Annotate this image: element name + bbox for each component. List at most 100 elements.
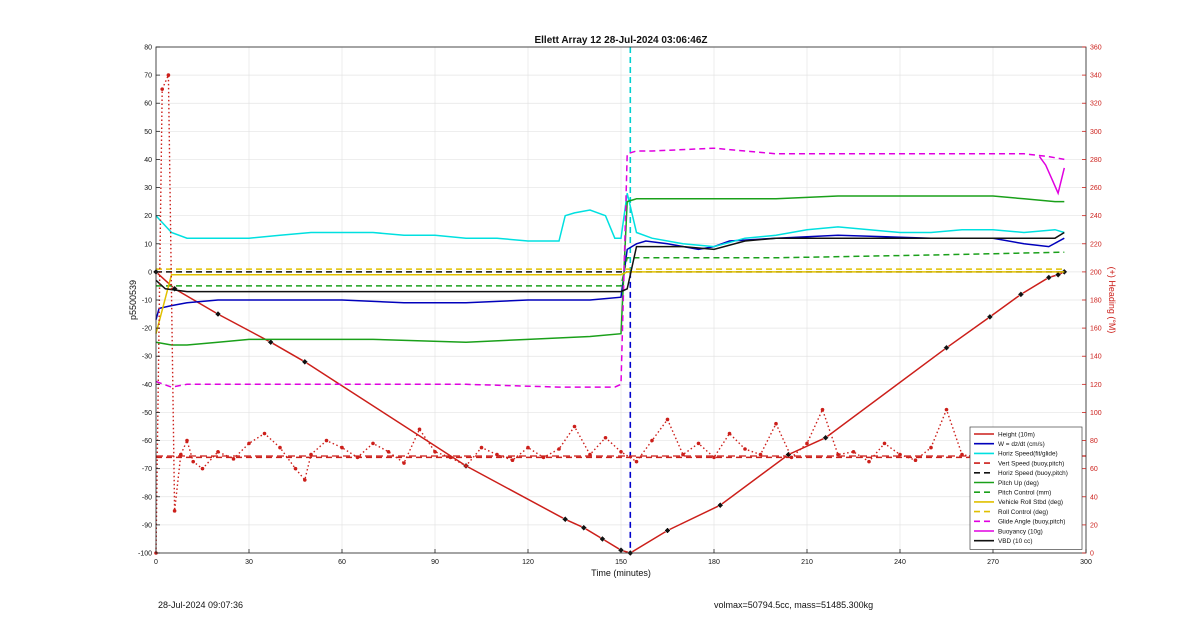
y-axis-label-left: p5500539 (128, 280, 138, 320)
y-tick-label-left: -90 (142, 522, 152, 529)
legend-label: Buoyancy (10g) (998, 528, 1043, 535)
x-tick-label: 120 (522, 559, 534, 566)
heading-trace (155, 74, 1065, 554)
y-tick-label-right: 80 (1090, 438, 1098, 445)
legend-label: Horiz Speed(fit/glide) (998, 451, 1058, 458)
x-tick-label: 90 (431, 559, 439, 566)
series-layer (152, 47, 1086, 557)
y-tick-label-right: 140 (1090, 354, 1102, 361)
series-line (155, 271, 1065, 334)
depth-marker (599, 535, 606, 543)
y-tick-label-left: -20 (142, 326, 152, 333)
y-tick-label-left: 70 (144, 73, 152, 80)
depth-marker (561, 515, 569, 523)
series-line (155, 231, 1065, 293)
y-tick-label-left: -80 (142, 494, 152, 501)
y-tick-label-right: 60 (1090, 466, 1098, 473)
legend-label: Roll Control (deg) (998, 509, 1048, 516)
y-tick-label-right: 200 (1090, 269, 1102, 276)
chart-legend: Height (10m) W = dz/dt (cm/s) Horiz Speed(… (969, 426, 1083, 550)
depth-marker (171, 285, 178, 293)
y-axis-label-right: (+) Heading (°M) (1107, 267, 1117, 334)
heading-point (619, 450, 623, 454)
y-tick-label-right: 340 (1090, 73, 1102, 80)
legend-label: Vehicle Roll Stbd (deg) (998, 499, 1063, 506)
depth-marker (664, 527, 671, 534)
series-2 (155, 193, 1065, 248)
y-tick-label-right: 100 (1090, 410, 1102, 417)
depth-marker (1017, 291, 1025, 298)
y-tick-label-right: 300 (1090, 129, 1102, 136)
footer-vol-info: volmax=50794.5cc, mass=51485.300kg (714, 600, 874, 610)
y-tick-label-left: 60 (144, 101, 152, 108)
heading-point (278, 445, 282, 450)
legend-label: Glide Angle (buoy,pitch) (998, 519, 1065, 526)
legend-box (969, 426, 1083, 550)
series-6 (156, 251, 1065, 287)
y-tick-label-left: 10 (144, 241, 152, 248)
legend-label: Pitch Control (mm) (998, 490, 1051, 497)
series-7 (155, 271, 1065, 334)
depth-marker (822, 434, 829, 442)
y-tick-label-left: -40 (142, 382, 152, 389)
x-tick-label: 180 (708, 559, 720, 566)
series-10 (1038, 156, 1066, 196)
y-tick-label-right: 120 (1090, 382, 1102, 389)
y-tick-label-right: 360 (1090, 45, 1102, 52)
y-tick-label-left: -70 (142, 466, 152, 473)
legend-label: Horiz Speed (buoy,pitch) (998, 470, 1068, 477)
legend-label: VBD (10 cc) (998, 538, 1032, 545)
legend-label: Vert Speed (buoy,pitch) (998, 460, 1064, 467)
heading-point (851, 450, 856, 454)
x-tick-label: 60 (338, 559, 346, 566)
y-tick-label-right: 40 (1090, 494, 1098, 501)
axis-ticks: 0 30 60 90 120 150 180 210 240 270 300-100-90-80-7… (138, 45, 1102, 567)
y-tick-label-right: 0 (1090, 551, 1094, 558)
y-tick-label-left: 20 (144, 213, 152, 220)
chart-title: Ellett Array 12 28-Jul-2024 03:06:46Z (534, 35, 707, 46)
heading-point (166, 73, 171, 77)
y-tick-label-left: -50 (142, 410, 152, 417)
legend-label: Pitch Up (deg) (998, 480, 1039, 487)
y-tick-label-right: 220 (1090, 241, 1102, 248)
x-axis-label: Time (minutes) (591, 568, 651, 578)
y-tick-label-left: -100 (138, 551, 152, 558)
heading-point (293, 466, 298, 471)
heading-point (836, 452, 840, 457)
heading-point (572, 424, 577, 429)
x-tick-label: 300 (1080, 559, 1092, 566)
y-tick-label-right: 240 (1090, 213, 1102, 220)
legend-label: W = dz/dt (cm/s) (998, 441, 1045, 448)
x-tick-label: 210 (801, 559, 813, 566)
heading-point (634, 459, 639, 464)
heading-point (172, 509, 177, 513)
depth-marker (214, 310, 222, 318)
y-tick-label-left: 40 (144, 157, 152, 164)
depth-marker (943, 344, 950, 352)
depth-marker (785, 451, 792, 458)
y-tick-label-left: -60 (142, 438, 152, 445)
y-tick-label-left: 30 (144, 185, 152, 192)
legend-label: Height (10m) (998, 431, 1035, 438)
footer-date-stamp: 28-Jul-2024 09:07:36 (158, 600, 244, 610)
x-tick-label: 30 (245, 559, 253, 566)
y-tick-label-left: 80 (144, 45, 152, 52)
heading-point (696, 441, 701, 446)
y-tick-label-left: 0 (148, 269, 152, 276)
y-tick-label-left: -10 (142, 298, 152, 305)
series-line (156, 251, 1065, 287)
depth-marker (716, 501, 724, 509)
depth-marker (1045, 274, 1053, 281)
depth-marker (267, 338, 275, 346)
y-tick-label-right: 180 (1090, 298, 1102, 305)
y-tick-label-right: 260 (1090, 185, 1102, 192)
depth-marker (986, 313, 994, 321)
y-tick-label-right: 20 (1090, 522, 1098, 529)
depth-marker (301, 358, 309, 366)
x-tick-label: 150 (615, 559, 627, 566)
x-tick-label: 270 (987, 559, 999, 566)
series-line (1038, 156, 1066, 196)
y-tick-label-right: 280 (1090, 157, 1102, 164)
heading-point (185, 438, 189, 443)
